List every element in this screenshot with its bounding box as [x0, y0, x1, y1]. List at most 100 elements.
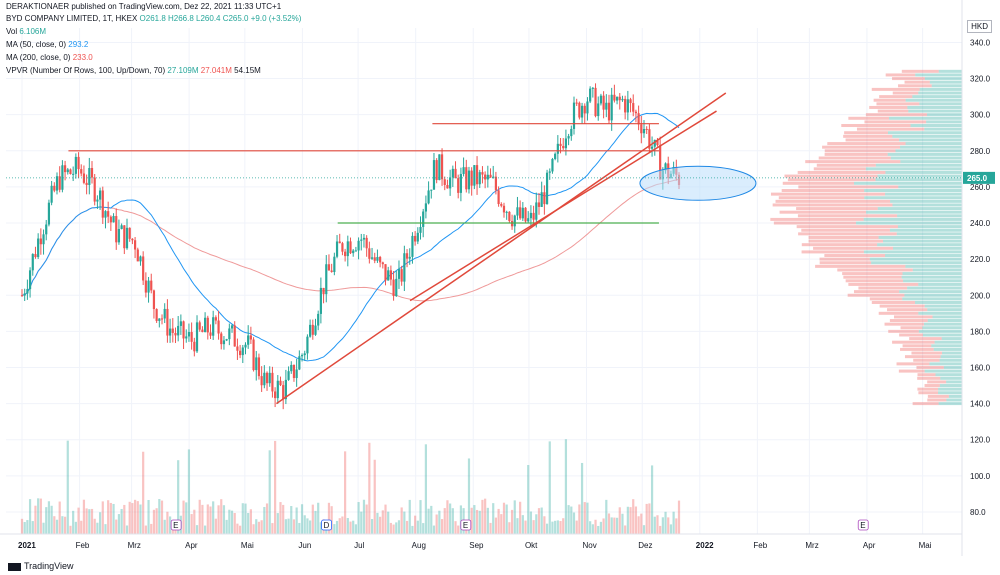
vpvr-up-bar [938, 387, 962, 391]
candle-body [554, 153, 557, 159]
volume-bar [107, 500, 110, 534]
vpvr-total: 54.15M [234, 66, 261, 75]
vpvr-up-bar [929, 362, 962, 366]
volume-legend[interactable]: Vol 6.106M [6, 27, 46, 37]
candle-body [206, 317, 209, 333]
vpvr-up-bar [918, 329, 962, 333]
vpvr-up-bar [931, 344, 962, 348]
candle-body [449, 177, 452, 189]
vpvr-up-bar [864, 189, 962, 193]
price-tick-label: 140.0 [970, 400, 991, 409]
volume-bar [230, 510, 234, 534]
candle-body [519, 207, 522, 219]
ma200-legend[interactable]: MA (200, close, 0) 233.0 [6, 53, 93, 63]
volume-bar [217, 505, 220, 534]
volume-bar [605, 499, 608, 534]
currency-badge[interactable]: HKD [967, 20, 992, 33]
candle-body [249, 335, 252, 340]
time-tick-label: Jul [354, 541, 364, 550]
candle-body [290, 364, 293, 372]
candle-body [508, 211, 511, 222]
vpvr-up-bar [905, 142, 962, 146]
vpvr-down-bar [770, 217, 864, 221]
volume-bar [389, 522, 392, 534]
vpvr-down-bar [853, 290, 900, 294]
candle-body [505, 211, 508, 213]
symbol-legend[interactable]: BYD COMPANY LIMITED, 1T, HKEX O261.8 H26… [6, 14, 301, 24]
vpvr-down-bar [782, 181, 855, 185]
vpvr-down-bar [808, 235, 879, 239]
candle-body [241, 347, 244, 356]
vpvr-legend[interactable]: VPVR (Number Of Rows, 100, Up/Down, 70) … [6, 66, 261, 76]
volume-bar [142, 451, 145, 534]
candle-body [527, 218, 530, 222]
ma200-label: MA (200, close, 0) [6, 53, 71, 62]
candle-body [236, 346, 239, 351]
candle-body [349, 241, 352, 254]
volume-bar [580, 462, 584, 534]
event-letter: D [324, 521, 330, 530]
event-letter: E [463, 521, 468, 530]
candle-body [392, 279, 395, 297]
vpvr-up-bar [927, 308, 962, 312]
candle-body [500, 204, 503, 206]
vpvr-down-bar [816, 163, 876, 167]
vpvr-up-bar [929, 80, 962, 84]
candle-body [96, 199, 99, 202]
volume-bar [521, 515, 524, 534]
volume-bar [311, 504, 314, 534]
volume-bar [249, 509, 252, 534]
volume-bar [101, 501, 104, 534]
candle-body [31, 254, 34, 271]
candle-body [117, 228, 121, 243]
vpvr-up-bar [869, 257, 962, 261]
volume-bar [225, 519, 228, 534]
candle-body [586, 101, 589, 114]
candle-body [634, 111, 638, 114]
candle-body [300, 355, 304, 357]
ma50-legend[interactable]: MA (50, close, 0) 293.2 [6, 40, 88, 50]
candle-body [341, 243, 344, 252]
trendline [409, 110, 717, 302]
vpvr-down-bar [889, 319, 928, 323]
price-tick-label: 340.0 [970, 38, 991, 47]
volume-bar [583, 502, 586, 534]
volume-bar [346, 518, 349, 534]
volume-bar [524, 520, 527, 534]
vpvr-up-bar [885, 192, 962, 196]
volume-bar [392, 524, 395, 534]
candle-body [80, 169, 83, 174]
candle-body [457, 178, 460, 193]
trendline [275, 92, 727, 405]
volume-bar [376, 512, 379, 534]
volume-label: Vol [6, 27, 18, 36]
volume-bar [626, 506, 629, 534]
time-tick-label: Mai [241, 541, 254, 550]
volume-bar [166, 511, 169, 534]
price-axis: 80.0 100.0 120.0 140.0 160.0 180.0 200.0 220.0 2… [6, 0, 995, 556]
volume-bar [354, 524, 357, 534]
vpvr-up-bar [887, 131, 962, 135]
vpvr-down-bar [824, 254, 886, 258]
price-tick-label: 80.0 [970, 508, 986, 517]
vpvr-up-bar [887, 152, 962, 156]
vpvr-up-bar [907, 105, 962, 109]
volume-bar [300, 504, 304, 534]
candle-body [510, 221, 514, 227]
volume-bar [440, 519, 444, 534]
vpvr-down-bar [865, 113, 928, 117]
volume-bar [519, 501, 522, 534]
candle-body [225, 339, 228, 341]
volume-bar [279, 502, 282, 534]
volume-bar [362, 499, 366, 534]
candle-body [314, 325, 317, 335]
vpvr-up-bar [877, 174, 962, 178]
tradingview-footer[interactable]: TradingView [8, 561, 74, 571]
candle-body [82, 173, 86, 183]
candle-body [295, 369, 298, 379]
candle-body [502, 205, 506, 213]
candle-body [171, 328, 174, 333]
volume-bar [589, 521, 592, 534]
vpvr-down-bar [813, 167, 866, 171]
